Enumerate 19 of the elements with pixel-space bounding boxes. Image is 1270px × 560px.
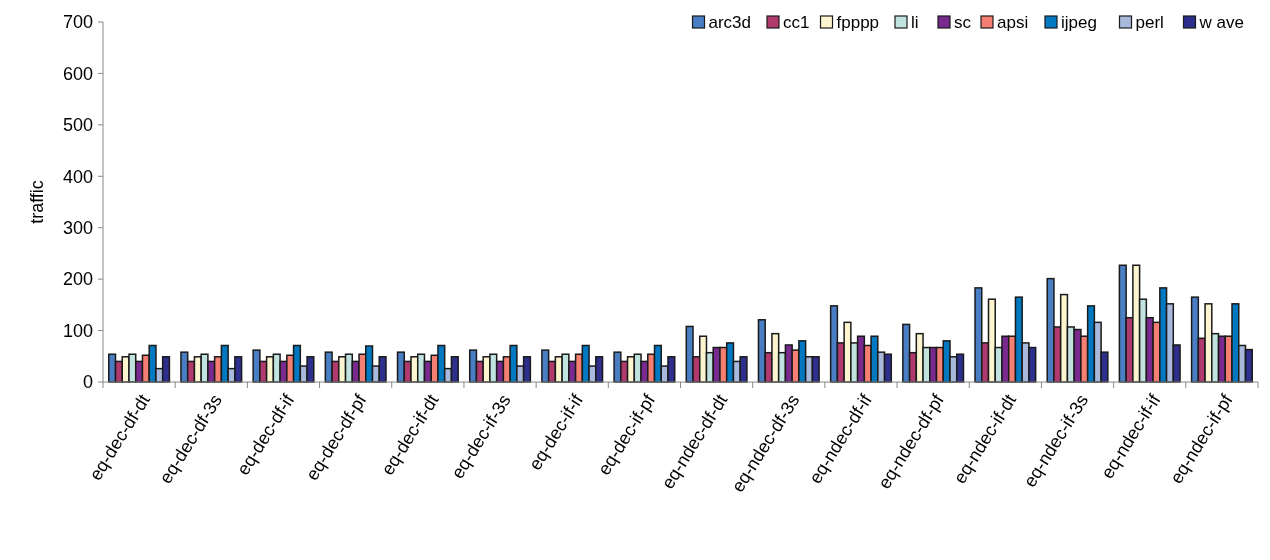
y-axis-title: traffic	[27, 180, 47, 224]
legend-label: li	[911, 12, 919, 32]
legend-label: perl	[1135, 12, 1164, 32]
legend-label: cc1	[783, 12, 810, 32]
legend-label: sc	[954, 12, 972, 32]
y-tick-label: 200	[62, 269, 93, 290]
legend-label: apsi	[997, 12, 1029, 32]
y-tick-label: 400	[62, 166, 93, 187]
legend-label: fpppp	[836, 12, 880, 32]
legend-label: w ave	[1198, 12, 1244, 32]
y-tick-label: 300	[62, 218, 93, 239]
y-tick-label: 700	[62, 12, 93, 33]
y-tick-label: 500	[62, 115, 93, 136]
y-tick-label: 0	[82, 372, 93, 393]
legend-label: arc3d	[708, 12, 752, 32]
y-tick-label: 100	[62, 320, 93, 341]
bar	[1190, 296, 1200, 383]
y-tick-label: 600	[62, 63, 93, 84]
legend-label: ijpeg	[1061, 12, 1097, 32]
